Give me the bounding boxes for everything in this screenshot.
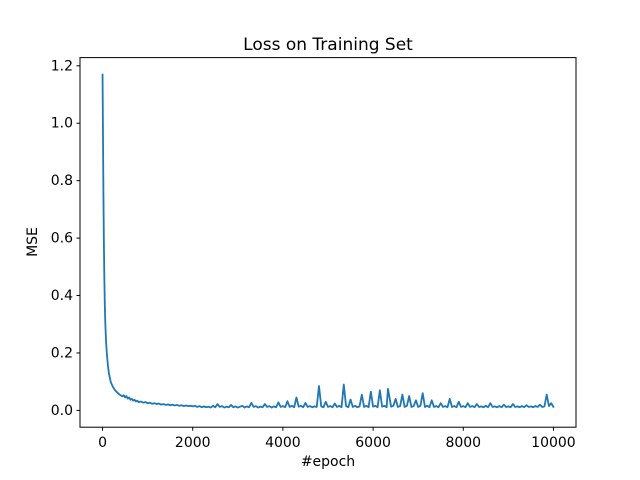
x-tick-label: 2000 xyxy=(175,435,211,451)
y-tick-label: 0.2 xyxy=(51,345,73,361)
y-tick-label: 0.4 xyxy=(51,288,73,304)
x-tick-label: 8000 xyxy=(445,435,481,451)
plot-area: 0 2000 4000 6000 8000 10000 0.0 0.2 0.4 0.6 0.8 1.0… xyxy=(51,57,577,451)
x-tick-label: 10000 xyxy=(531,435,576,451)
y-tick-label: 0.0 xyxy=(51,403,73,419)
chart-title: Loss on Training Set xyxy=(243,35,413,55)
y-axis-label: MSE xyxy=(25,227,41,257)
y-tick-label: 0.6 xyxy=(51,231,73,247)
x-tick-label: 0 xyxy=(98,435,107,451)
y-tick-label: 1.2 xyxy=(51,58,73,74)
y-tick-label: 1.0 xyxy=(51,116,73,132)
training-loss-line xyxy=(101,73,555,409)
y-tick-label: 0.8 xyxy=(51,173,73,189)
axes-spines xyxy=(79,57,577,428)
x-axis-label: #epoch xyxy=(301,454,355,470)
x-tick-label: 6000 xyxy=(355,435,391,451)
x-tick-label: 4000 xyxy=(265,435,301,451)
